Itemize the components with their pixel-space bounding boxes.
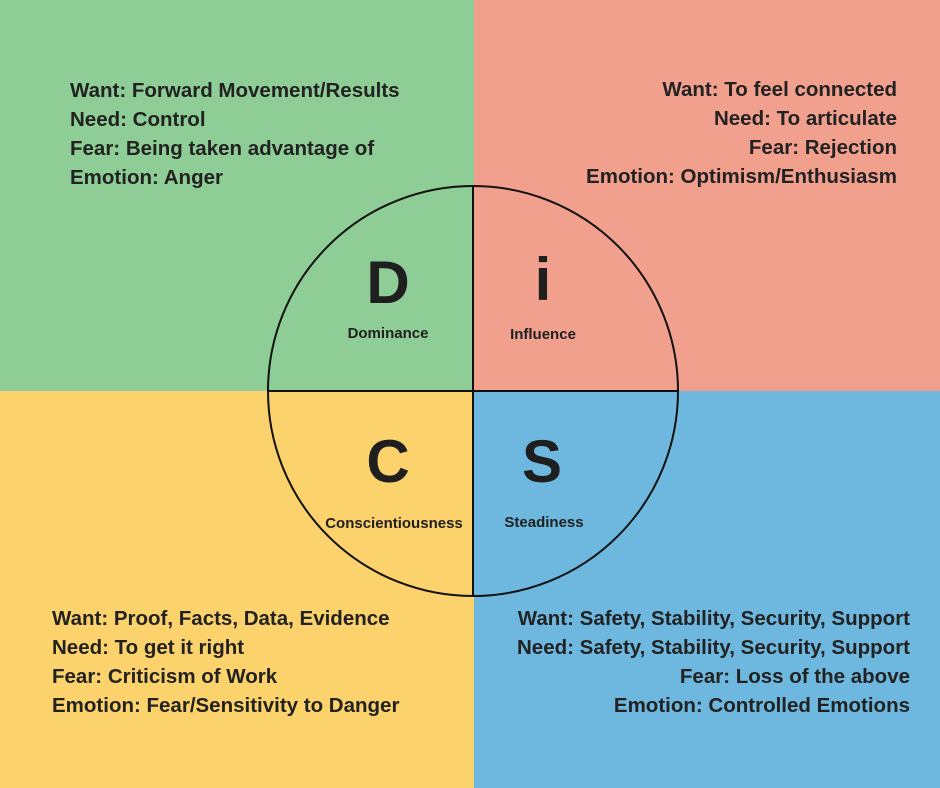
conscientiousness-label: Conscientiousness <box>325 515 463 532</box>
influence-letter: i <box>535 246 552 313</box>
dominance-wedge <box>268 186 473 391</box>
influence-label: Influence <box>510 326 576 343</box>
steadiness-fear: Fear: Loss of the above <box>679 665 910 688</box>
dominance-label: Dominance <box>348 325 429 342</box>
wheel-outline <box>267 185 679 597</box>
steadiness-wedge <box>473 391 678 596</box>
conscientiousness-need: Need: To get it right <box>52 636 245 659</box>
steadiness-want: Want: Safety, Stability, Security, Suppo… <box>517 607 910 630</box>
steadiness-label: Steadiness <box>504 514 583 531</box>
dominance-fear: Fear: Being taken advantage of <box>70 137 375 160</box>
conscientiousness-emotion: Emotion: Fear/Sensitivity to Danger <box>52 694 400 717</box>
dominance-letter: D <box>366 249 409 316</box>
conscientiousness-traits: Want: Proof, Facts, Data, Evidence Need:… <box>52 604 399 720</box>
influence-traits: Want: To feel connected Need: To articul… <box>586 75 897 191</box>
influence-emotion: Emotion: Optimism/Enthusiasm <box>586 165 897 188</box>
dominance-want: Want: Forward Movement/Results <box>70 79 400 102</box>
conscientiousness-letter: C <box>366 428 409 495</box>
conscientiousness-wedge <box>268 391 473 596</box>
conscientiousness-fear: Fear: Criticism of Work <box>52 665 278 688</box>
dominance-emotion: Emotion: Anger <box>70 166 223 189</box>
steadiness-need: Need: Safety, Stability, Security, Suppo… <box>517 636 910 659</box>
influence-need: Need: To articulate <box>713 107 897 130</box>
influence-fear: Fear: Rejection <box>748 136 897 159</box>
dominance-traits: Want: Forward Movement/Results Need: Con… <box>70 76 400 192</box>
steadiness-emotion: Emotion: Controlled Emotions <box>613 694 910 717</box>
influence-want: Want: To feel connected <box>662 78 897 101</box>
steadiness-traits: Want: Safety, Stability, Security, Suppo… <box>517 604 910 720</box>
dominance-need: Need: Control <box>70 108 206 131</box>
conscientiousness-want: Want: Proof, Facts, Data, Evidence <box>52 607 390 630</box>
influence-wedge <box>473 186 678 391</box>
steadiness-letter: S <box>522 428 562 495</box>
